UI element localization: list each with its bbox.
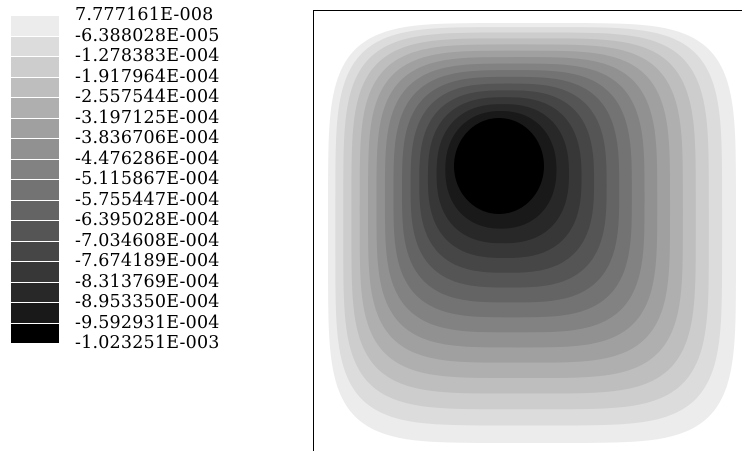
legend-color-swatch [11,303,59,323]
legend-level-label: -9.592931E-004 [75,312,220,333]
contour-plot [313,10,742,451]
legend-color-swatch [11,16,59,36]
contour-band [454,118,544,214]
legend-color-swatch [11,221,59,241]
contour-plot-svg [328,23,736,443]
legend-level-label: 7.777161E-008 [75,5,214,25]
legend-level-label: -1.917964E-004 [75,66,220,87]
contour-legend: 7.777161E-008 -6.388028E-005 -1.278383E-00… [0,0,300,452]
legend-level-label: -2.557544E-004 [75,87,220,107]
legend-color-swatch [11,159,59,179]
legend-color-swatch [11,241,59,261]
legend-color-swatch [11,262,59,282]
legend-color-swatch [11,180,59,200]
legend-color-swatch [11,139,59,159]
legend-color-swatch [11,282,59,302]
legend-level-label: -1.023251E-003 [75,333,220,353]
legend-color-swatch [11,118,59,138]
legend-level-label: -1.278383E-004 [75,46,220,66]
legend-level-label: -6.388028E-005 [75,25,220,46]
legend-level-label: -3.836706E-004 [75,128,220,148]
legend-level-label: -7.674189E-004 [75,251,220,271]
legend-level-label: -6.395028E-004 [75,210,220,230]
legend-color-swatch [11,57,59,77]
legend-color-swatch [11,323,59,343]
legend-color-swatch [11,77,59,97]
legend-color-swatch [11,98,59,118]
legend-level-label: -5.755447E-004 [75,189,220,210]
legend-color-swatch [11,200,59,220]
legend-level-label: -3.197125E-004 [75,107,220,128]
legend-color-swatch [11,36,59,56]
legend-level-label: -8.313769E-004 [75,271,220,292]
legend-level-label: -7.034608E-004 [75,230,220,251]
legend-level-label: -8.953350E-004 [75,292,220,312]
legend-level-label: -4.476286E-004 [75,148,220,169]
legend-level-label: -5.115867E-004 [75,169,220,189]
